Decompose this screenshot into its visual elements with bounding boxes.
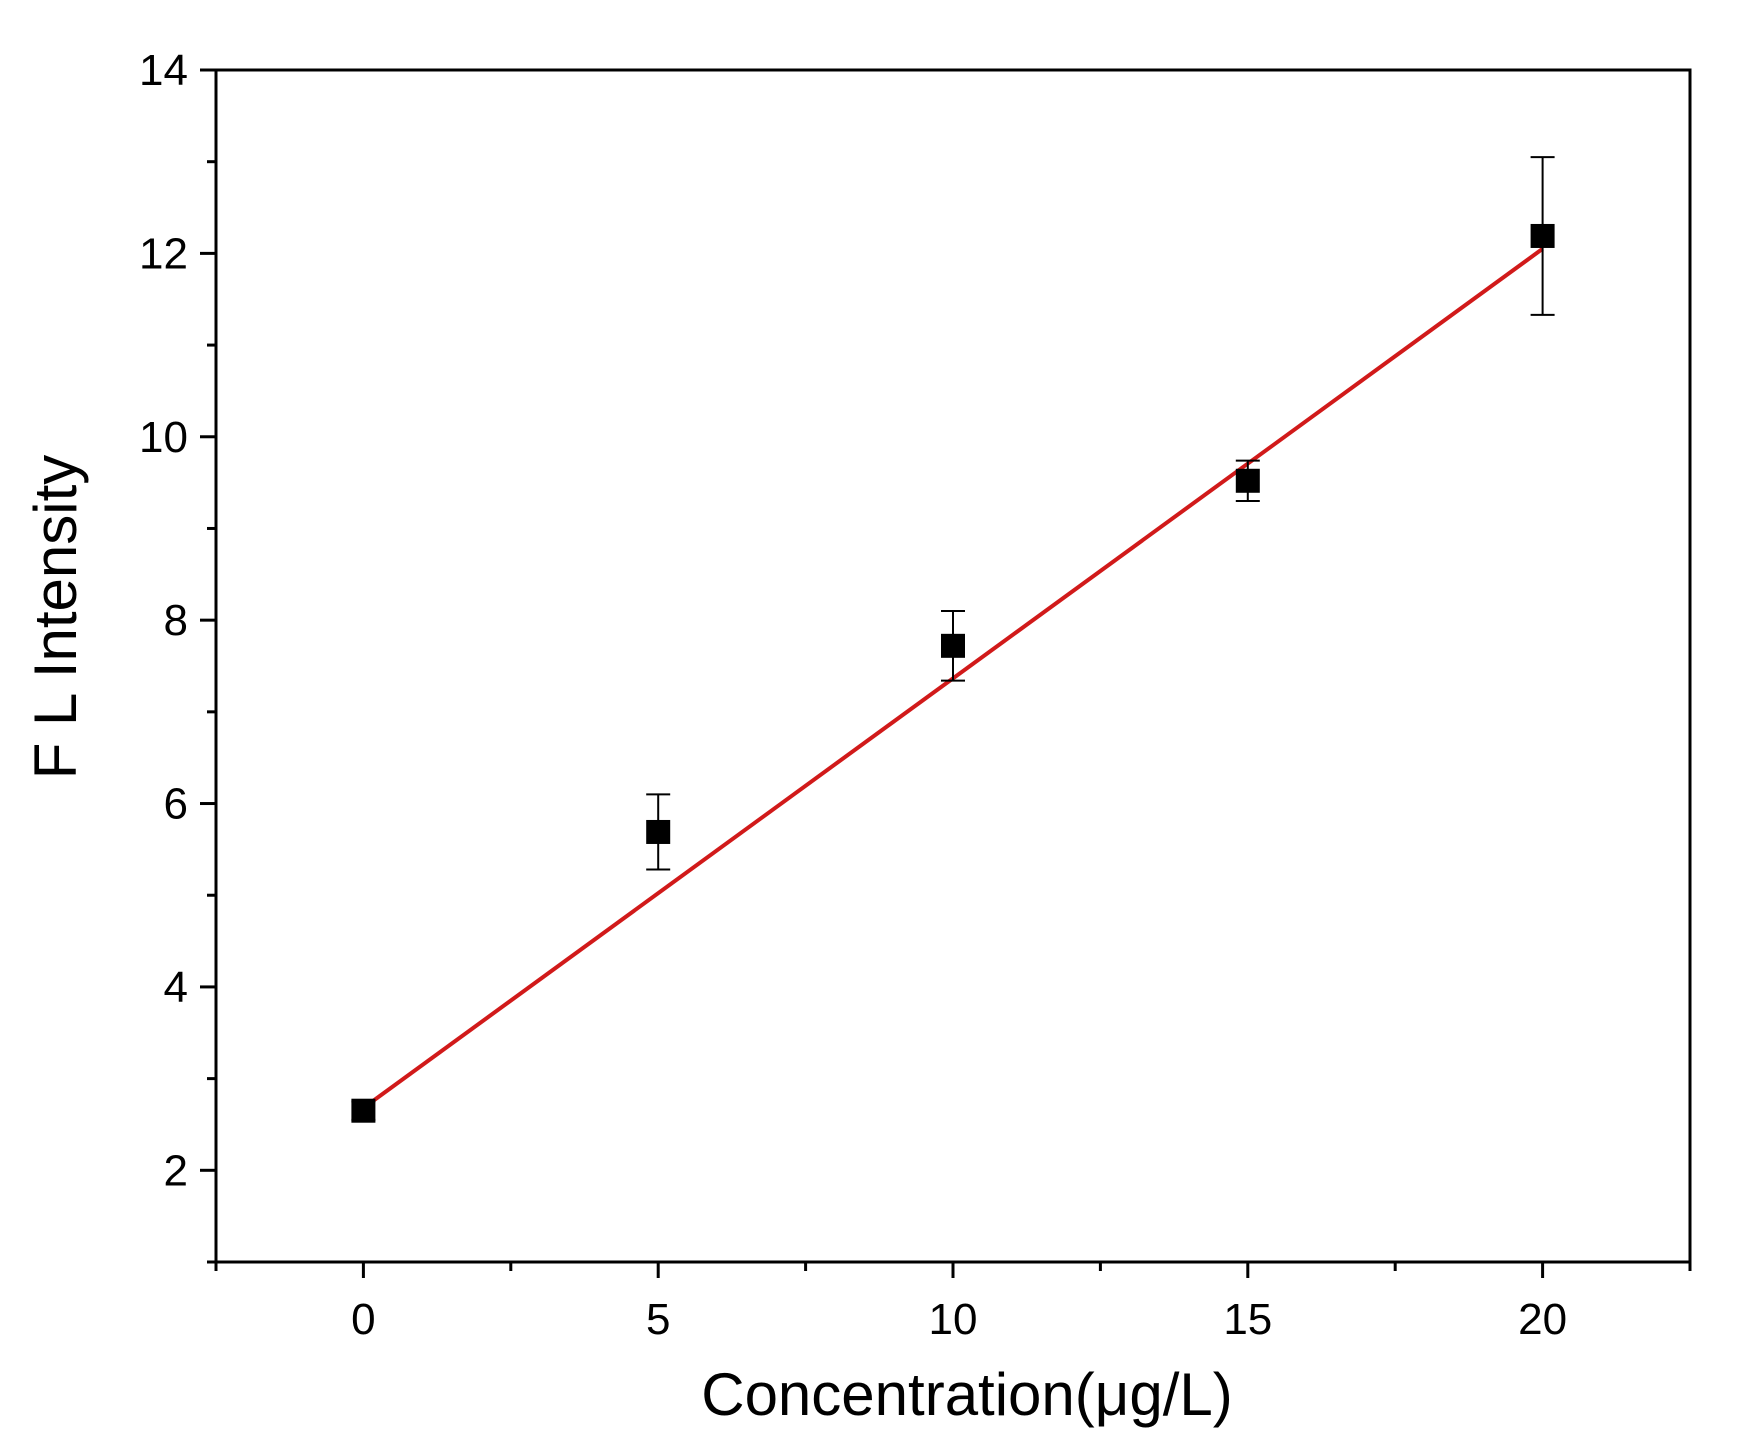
y-tick-label: 6 xyxy=(164,780,188,829)
y-tick-label: 8 xyxy=(164,596,188,645)
data-point xyxy=(1235,468,1260,493)
x-tick-label: 15 xyxy=(1223,1295,1272,1344)
y-tick-label: 2 xyxy=(164,1146,188,1195)
tick-labels-layer: 0 5 10 15 20 2 4 6 8 10 12 14 xyxy=(139,46,1567,1344)
x-tick-label: 10 xyxy=(929,1295,978,1344)
y-axis-title: F L Intensity xyxy=(22,455,89,780)
data-points-layer xyxy=(351,156,1555,1123)
x-tick-label: 0 xyxy=(351,1295,375,1344)
data-point xyxy=(351,1098,376,1123)
data-point xyxy=(646,819,671,844)
y-tick-label: 4 xyxy=(164,963,188,1012)
data-point xyxy=(941,633,965,658)
y-tick-label: 10 xyxy=(139,413,188,462)
x-tick-label: 20 xyxy=(1518,1295,1567,1344)
x-tick-label: 5 xyxy=(646,1295,670,1344)
y-tick-label: 12 xyxy=(139,229,188,278)
data-point xyxy=(1530,223,1555,248)
x-axis-title: Concentration(μg/L) xyxy=(701,1361,1233,1428)
y-tick-label: 14 xyxy=(139,46,188,95)
axis-ticks xyxy=(200,68,1692,1278)
